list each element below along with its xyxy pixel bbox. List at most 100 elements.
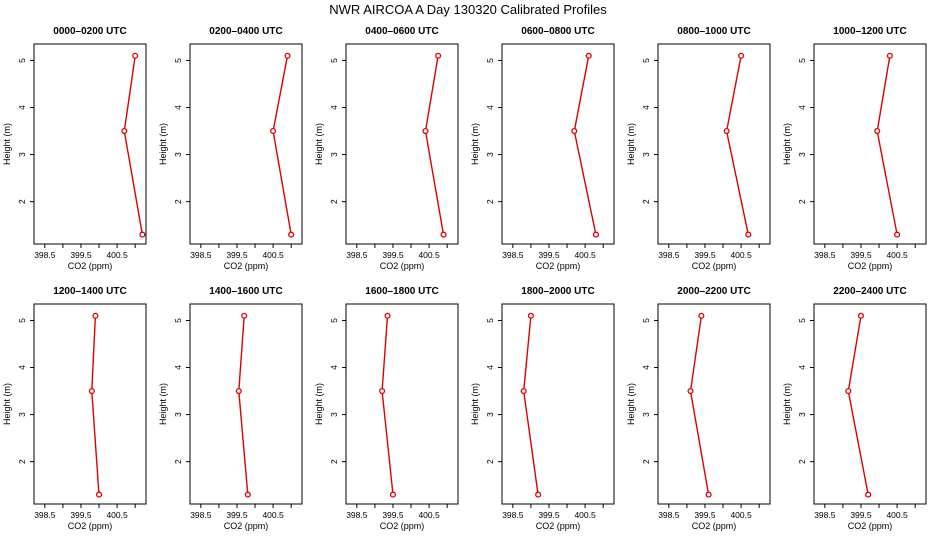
data-point (723, 128, 730, 135)
y-axis-label: Height (m) (2, 123, 12, 165)
x-tick-label: 400.5 (418, 250, 440, 260)
plot-frame (33, 303, 147, 505)
panel-2: 0400–0600 UTC 398.5 399.5 400.5 2 3 4 5 CO2 (ppm… (314, 26, 459, 271)
data-point (132, 52, 139, 59)
plot-frame (813, 43, 927, 245)
x-axis-label: CO2 (ppm) (536, 261, 581, 271)
data-point (535, 491, 542, 498)
page-title: NWR AIRCOA A Day 130320 Calibrated Profi… (329, 2, 607, 17)
data-point (592, 231, 599, 238)
y-axis-label: Height (m) (626, 383, 636, 425)
x-tick-label: 400.5 (106, 510, 128, 520)
y-tick-label: 3 (485, 152, 495, 157)
y-axis-label: Height (m) (158, 123, 168, 165)
y-tick-label: 2 (485, 459, 495, 464)
data-point (705, 491, 712, 498)
x-tick-label: 399.5 (382, 250, 404, 260)
y-tick-label: 4 (485, 365, 495, 370)
x-tick-label: 398.5 (346, 250, 368, 260)
panel-title: 1600–1800 UTC (365, 286, 438, 297)
panel-8: 1600–1800 UTC 398.5 399.5 400.5 2 3 4 5 CO2 (ppm… (314, 286, 459, 531)
plot-frame (189, 43, 303, 245)
x-tick-label: 400.5 (262, 510, 284, 520)
x-tick-label: 399.5 (850, 510, 872, 520)
x-tick-label: 400.5 (574, 250, 596, 260)
x-tick-label: 398.5 (190, 510, 212, 520)
y-tick-label: 5 (485, 318, 495, 323)
panel-6: 1200–1400 UTC 398.5 399.5 400.5 2 3 4 5 CO2 (ppm… (2, 286, 147, 531)
panel-4: 0800–1000 UTC 398.5 399.5 400.5 2 3 4 5 CO2 (ppm… (626, 26, 771, 271)
panel-9: 1800–2000 UTC 398.5 399.5 400.5 2 3 4 5 CO2 (ppm… (470, 286, 615, 531)
data-point (435, 52, 442, 59)
panel-title: 1400–1600 UTC (209, 286, 282, 297)
x-tick-label: 398.5 (502, 510, 524, 520)
series-line (876, 55, 898, 235)
x-axis-label: CO2 (ppm) (536, 521, 581, 531)
panel-title: 0000–0200 UTC (53, 26, 126, 37)
x-axis-label: CO2 (ppm) (224, 521, 269, 531)
y-tick-label: 2 (641, 199, 651, 204)
panel-title: 2200–2400 UTC (833, 286, 906, 297)
y-tick-label: 3 (485, 412, 495, 417)
y-tick-label: 5 (173, 58, 183, 63)
y-tick-label: 4 (797, 365, 807, 370)
plot-frame (657, 303, 771, 505)
y-tick-label: 3 (797, 412, 807, 417)
data-point (894, 231, 901, 238)
panel-title: 0400–0600 UTC (365, 26, 438, 37)
panel-11: 2200–2400 UTC 398.5 399.5 400.5 2 3 4 5 CO2 (ppm… (782, 286, 927, 531)
y-tick-label: 5 (641, 318, 651, 323)
y-tick-label: 4 (797, 105, 807, 110)
x-axis-label: CO2 (ppm) (848, 521, 893, 531)
x-tick-label: 399.5 (850, 250, 872, 260)
x-tick-label: 399.5 (382, 510, 404, 520)
series-line (573, 55, 597, 235)
y-tick-label: 2 (17, 459, 27, 464)
y-axis-label: Height (m) (470, 123, 480, 165)
x-axis-label: CO2 (ppm) (692, 261, 737, 271)
panel-3: 0600–0800 UTC 398.5 399.5 400.5 2 3 4 5 CO2 (ppm… (470, 26, 615, 271)
y-tick-label: 5 (797, 58, 807, 63)
x-tick-label: 398.5 (34, 250, 56, 260)
x-axis-label: CO2 (ppm) (224, 261, 269, 271)
x-axis-label: CO2 (ppm) (68, 521, 113, 531)
data-point (384, 312, 391, 319)
x-axis-label: CO2 (ppm) (380, 521, 425, 531)
data-point (845, 388, 852, 395)
series-line (238, 315, 249, 495)
y-axis-label: Height (m) (782, 383, 792, 425)
x-tick-label: 400.5 (886, 250, 908, 260)
data-point (738, 52, 745, 59)
x-tick-label: 398.5 (658, 250, 680, 260)
y-tick-label: 2 (329, 459, 339, 464)
data-point (687, 388, 694, 395)
y-tick-label: 4 (17, 365, 27, 370)
data-point (874, 128, 881, 135)
y-axis-label: Height (m) (314, 383, 324, 425)
x-axis-label: CO2 (ppm) (68, 261, 113, 271)
y-tick-label: 2 (17, 199, 27, 204)
x-axis-label: CO2 (ppm) (692, 521, 737, 531)
panel-7: 1400–1600 UTC 398.5 399.5 400.5 2 3 4 5 CO2 (ppm… (158, 286, 303, 531)
data-point (244, 491, 251, 498)
data-point (95, 491, 103, 498)
plot-frame (813, 303, 927, 505)
x-tick-label: 399.5 (694, 250, 716, 260)
y-tick-label: 2 (173, 459, 183, 464)
data-point (235, 388, 242, 395)
x-tick-label: 398.5 (814, 250, 836, 260)
data-point (571, 128, 578, 135)
panel-1: 0200–0400 UTC 398.5 399.5 400.5 2 3 4 5 CO2 (ppm… (158, 26, 303, 271)
data-point (520, 388, 527, 395)
x-tick-label: 398.5 (346, 510, 368, 520)
plot-frame (345, 43, 459, 245)
y-tick-label: 4 (485, 105, 495, 110)
panel-10: 2000–2200 UTC 398.5 399.5 400.5 2 3 4 5 CO2 (ppm… (626, 286, 771, 531)
plot-frame (657, 43, 771, 245)
y-tick-label: 5 (329, 318, 339, 323)
x-tick-label: 399.5 (538, 250, 560, 260)
y-tick-label: 4 (173, 105, 183, 110)
data-point (527, 312, 534, 319)
data-point (745, 231, 752, 238)
